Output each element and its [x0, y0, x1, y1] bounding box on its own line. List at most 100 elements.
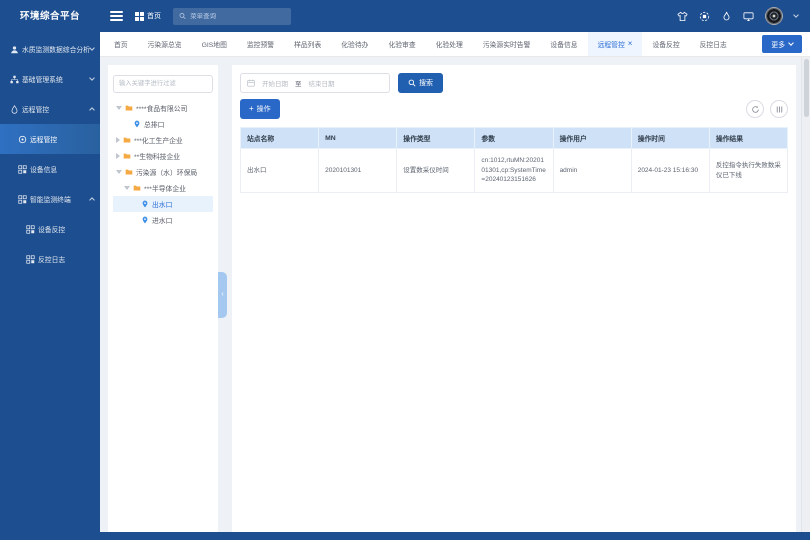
operation-button[interactable]: + 操作	[240, 99, 280, 119]
column-header-user: 操作用户	[552, 127, 632, 149]
tree-node-chemical-company[interactable]: ***化工生产企业	[113, 132, 213, 148]
caret-expanded-icon[interactable]	[116, 105, 122, 110]
folder-icon	[123, 137, 131, 142]
chevron-down-icon[interactable]	[793, 12, 799, 18]
tab-reverse-control-log[interactable]: 反控日志	[699, 42, 727, 49]
tab-home[interactable]: 首页	[114, 42, 128, 49]
map-pin-icon	[142, 216, 148, 223]
caret-expanded-icon[interactable]	[116, 169, 122, 174]
search-button[interactable]: 搜索	[398, 73, 443, 93]
tab-remote-control[interactable]: 远程管控 ×	[587, 32, 643, 56]
tab-sample-list[interactable]: 样品列表	[294, 42, 322, 49]
sidebar-item-label: 智能监测终端	[30, 197, 71, 204]
main-column: 首页	[100, 0, 810, 540]
tree-node-bio-company[interactable]: **生物科技企业	[113, 148, 213, 164]
folder-icon	[125, 105, 133, 110]
user-analysis-icon	[10, 45, 22, 54]
plus-icon: +	[249, 104, 254, 113]
menu-search-box[interactable]	[173, 7, 291, 25]
refresh-button[interactable]	[746, 100, 764, 118]
sidebar-item-label: 水质监测数据综合分析	[22, 47, 90, 54]
sidebar-item-label: 远程管控	[22, 107, 50, 114]
dashboard-icon	[135, 11, 144, 21]
refresh-icon	[751, 105, 759, 113]
start-date-placeholder: 开始日期	[262, 81, 288, 88]
folder-icon	[123, 153, 131, 158]
chevron-up-icon	[89, 107, 95, 113]
search-icon	[179, 13, 186, 19]
caret-expanded-icon[interactable]	[124, 185, 130, 190]
sidebar-item-base-management[interactable]: 基础管理系统	[0, 64, 100, 94]
tab-device-reverse-control[interactable]: 设备反控	[652, 42, 680, 49]
sidebar-item-remote-control-group[interactable]: 远程管控	[0, 94, 100, 124]
tree-node-label: 污染源（水）环保局	[136, 169, 198, 177]
tree-collapse-handle[interactable]: ‹	[218, 271, 227, 318]
column-header-mn: MN	[318, 127, 398, 149]
site-tree: ****食品有限公司 总排口 ***化工生产企业	[113, 100, 213, 228]
close-icon[interactable]: ×	[627, 39, 633, 48]
tree-node-outlet[interactable]: 总排口	[113, 116, 213, 132]
sidebar-item-device-info[interactable]: 设备信息	[0, 154, 100, 184]
monitor-icon[interactable]	[743, 11, 754, 22]
sidebar-item-water-quality-analysis[interactable]: 水质监测数据综合分析	[0, 34, 100, 64]
tab-monitor-warning[interactable]: 监控预警	[246, 42, 275, 49]
tree-node-label: 出水口	[152, 201, 173, 209]
grid-icon	[26, 254, 38, 264]
sidebar-item-label: 设备信息	[30, 167, 58, 174]
column-header-time: 操作时间	[630, 127, 710, 149]
tree-node-label: 进水口	[152, 217, 173, 225]
tree-node-outflow[interactable]: 出水口	[113, 195, 213, 212]
sidebar-item-remote-control[interactable]: 远程管控	[0, 124, 100, 154]
tree-node-label: **生物科技企业	[134, 153, 181, 161]
date-range-picker[interactable]: 开始日期 至 结束日期	[240, 73, 390, 93]
page-scrollbar[interactable]	[801, 57, 810, 532]
cell-site: 出水口	[239, 148, 320, 193]
user-avatar[interactable]	[765, 7, 783, 25]
scrollbar-thumb[interactable]	[803, 59, 809, 117]
column-settings-button[interactable]	[770, 100, 788, 118]
breadcrumb-home[interactable]: 首页	[135, 11, 161, 21]
fullscreen-icon[interactable]	[699, 11, 710, 22]
tree-filter-input[interactable]	[113, 74, 213, 93]
hamburger-menu-icon[interactable]	[110, 10, 123, 22]
column-header-op-type: 操作类型	[396, 127, 476, 149]
table-row[interactable]: 出水口 2020101301 设置数采仪时间 cn:1012,rtuMN:202…	[239, 148, 789, 193]
tree-node-label: ***化工生产企业	[134, 137, 183, 145]
tab-device-info[interactable]: 设备信息	[550, 42, 578, 49]
sidebar-item-reverse-control-log[interactable]: 反控日志	[0, 244, 100, 274]
table-tools	[746, 100, 788, 118]
tree-node-inflow[interactable]: 进水口	[113, 212, 213, 228]
tree-node-label: ***半导体企业	[144, 185, 186, 193]
tree-node-label: 总排口	[144, 121, 165, 129]
chevron-down-icon	[89, 75, 95, 81]
caret-collapsed-icon[interactable]	[116, 136, 120, 143]
flame-icon[interactable]	[721, 11, 732, 22]
search-icon	[408, 79, 416, 87]
sidebar-item-device-reverse-control[interactable]: 设备反控	[0, 214, 100, 244]
map-pin-icon	[142, 200, 148, 207]
action-toolbar: + 操作	[240, 99, 788, 119]
tree-node-epa-bureau[interactable]: 污染源（水）环保局	[113, 164, 213, 180]
filter-toolbar: 开始日期 至 结束日期 搜索	[240, 73, 788, 93]
tab-lab-todo[interactable]: 化验待办	[341, 42, 369, 49]
tab-pollution-overview[interactable]: 污染源总览	[147, 42, 182, 49]
tab-lab-process[interactable]: 化验处理	[435, 42, 463, 49]
content-card: 开始日期 至 结束日期 搜索 + 操作	[232, 65, 796, 532]
column-header-site: 站点名称	[239, 127, 320, 149]
caret-collapsed-icon[interactable]	[116, 152, 120, 159]
sidebar-item-smart-terminal-group[interactable]: 智能监测终端	[0, 184, 100, 214]
tree-node-company[interactable]: ****食品有限公司	[113, 100, 213, 116]
tree-node-semiconductor-company[interactable]: ***半导体企业	[113, 180, 213, 196]
collapse-arrow-icon: ‹	[221, 291, 224, 298]
workspace: ****食品有限公司 总排口 ***化工生产企业	[100, 57, 810, 532]
tab-realtime-alarm[interactable]: 污染源实时告警	[482, 42, 531, 49]
cell-time: 2024-01-23 15:16:30	[630, 148, 710, 193]
chevron-down-icon	[89, 45, 95, 51]
end-date-placeholder: 结束日期	[308, 81, 335, 88]
menu-search-input[interactable]	[190, 12, 285, 20]
cell-mn: 2020101301	[318, 148, 398, 193]
tab-gis-map[interactable]: GIS地图	[201, 42, 227, 49]
theme-skin-icon[interactable]	[677, 11, 688, 22]
more-tabs-button[interactable]: 更多	[762, 35, 802, 53]
tab-lab-review[interactable]: 化验审查	[388, 42, 416, 49]
